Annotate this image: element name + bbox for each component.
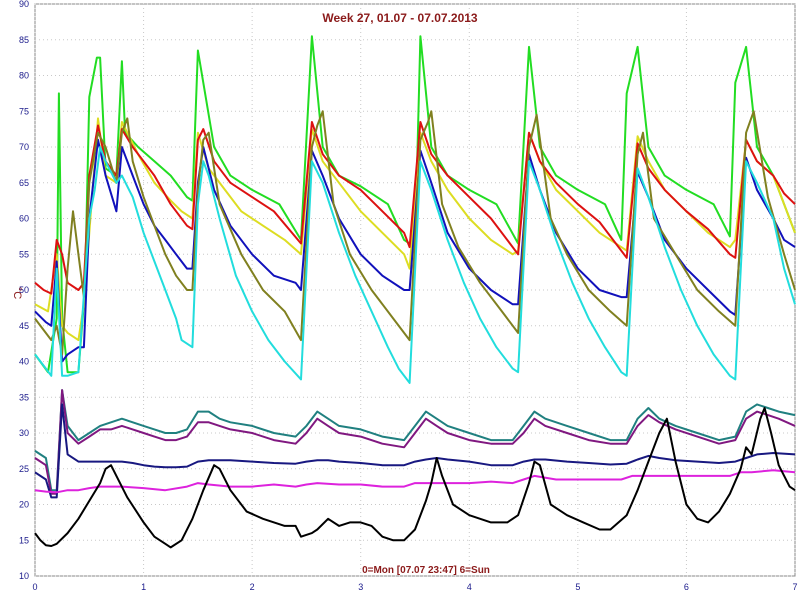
y-tick-label: 45 bbox=[19, 321, 29, 331]
x-tick-label: 5 bbox=[575, 582, 580, 592]
x-tick-label: 0 bbox=[32, 582, 37, 592]
x-tick-label: 7 bbox=[792, 582, 797, 592]
x-tick-label: 4 bbox=[467, 582, 472, 592]
y-tick-label: 50 bbox=[19, 285, 29, 295]
series-line-9 bbox=[34, 403, 796, 499]
series-line-8 bbox=[34, 389, 796, 495]
x-tick-label: 6 bbox=[684, 582, 689, 592]
chart-footer: 0=Mon [07.07 23:47] 6=Sun bbox=[362, 565, 490, 576]
y-axis-label: °C bbox=[11, 287, 23, 299]
grid bbox=[34, 3, 796, 577]
y-tick-label: 70 bbox=[19, 142, 29, 152]
y-tick-label: 55 bbox=[19, 249, 29, 259]
y-tick-label: 20 bbox=[19, 500, 29, 510]
series-line-10 bbox=[34, 469, 796, 494]
y-tick-label: 40 bbox=[19, 357, 29, 367]
x-tick-label: 1 bbox=[141, 582, 146, 592]
y-tick-label: 15 bbox=[19, 535, 29, 545]
x-tick-label: 2 bbox=[250, 582, 255, 592]
x-tick-label: 3 bbox=[358, 582, 363, 592]
series-line-11 bbox=[34, 407, 796, 549]
series-line-7 bbox=[34, 389, 796, 492]
y-tick-label: 10 bbox=[19, 571, 29, 581]
series-lines bbox=[34, 35, 796, 549]
series-line-2 bbox=[34, 117, 796, 342]
y-tick-label: 25 bbox=[19, 464, 29, 474]
y-axis-ticks: 10 15 20 25 30 35 40 45 50 55 60 65 70 75 80 85 90 bbox=[19, 0, 29, 581]
y-tick-label: 75 bbox=[19, 106, 29, 116]
chart-title: Week 27, 01.07 - 07.07.2013 bbox=[322, 11, 478, 25]
series-line-6 bbox=[34, 146, 796, 384]
y-tick-label: 35 bbox=[19, 392, 29, 402]
y-tick-label: 65 bbox=[19, 178, 29, 188]
y-tick-label: 60 bbox=[19, 214, 29, 224]
x-axis-ticks: 0 1 2 3 4 5 6 7 bbox=[32, 582, 797, 592]
y-tick-label: 80 bbox=[19, 71, 29, 81]
series-line-5 bbox=[34, 110, 796, 356]
y-tick-label: 90 bbox=[19, 0, 29, 9]
y-tick-label: 30 bbox=[19, 428, 29, 438]
y-tick-label: 85 bbox=[19, 35, 29, 45]
